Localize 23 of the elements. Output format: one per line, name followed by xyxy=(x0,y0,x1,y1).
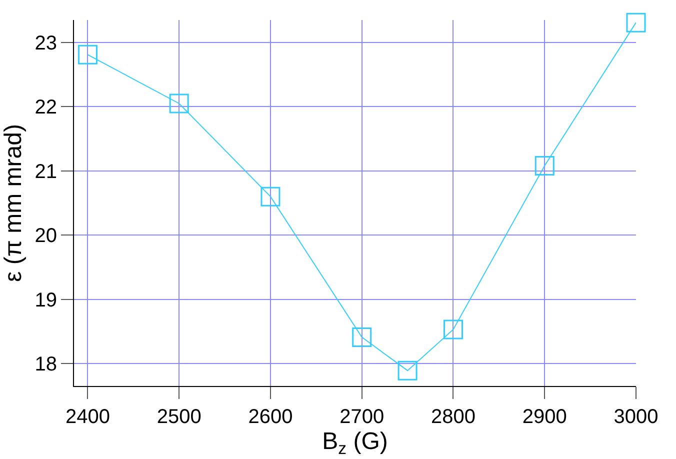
x-tick-label: 2500 xyxy=(156,406,202,428)
point xyxy=(78,44,98,64)
x-tick-label: 2800 xyxy=(430,406,476,428)
y-tick-label: 23 xyxy=(34,32,57,54)
point xyxy=(352,327,372,347)
x-tick-label: 3000 xyxy=(614,406,658,428)
y-tick-label: 20 xyxy=(34,225,57,248)
x-tick-label: 2700 xyxy=(340,406,384,428)
x-axis-title: B$_{z}$ (G) xyxy=(322,428,388,458)
y-tick-label: 22 xyxy=(34,96,57,119)
x-tick-label: 2600 xyxy=(248,406,293,428)
point xyxy=(626,12,646,32)
point xyxy=(443,320,463,340)
x-tick-label: 2900 xyxy=(522,406,567,428)
x-tick-label: 2400 xyxy=(65,406,110,428)
y-tick-label: 21 xyxy=(34,160,57,183)
y-axis-title: ε (π mm mrad) xyxy=(0,124,27,282)
point xyxy=(534,156,554,176)
y-tick-label: 18 xyxy=(34,354,57,376)
point xyxy=(398,360,418,380)
y-tick-label: 19 xyxy=(34,289,57,312)
point xyxy=(169,94,189,114)
point xyxy=(260,186,280,206)
